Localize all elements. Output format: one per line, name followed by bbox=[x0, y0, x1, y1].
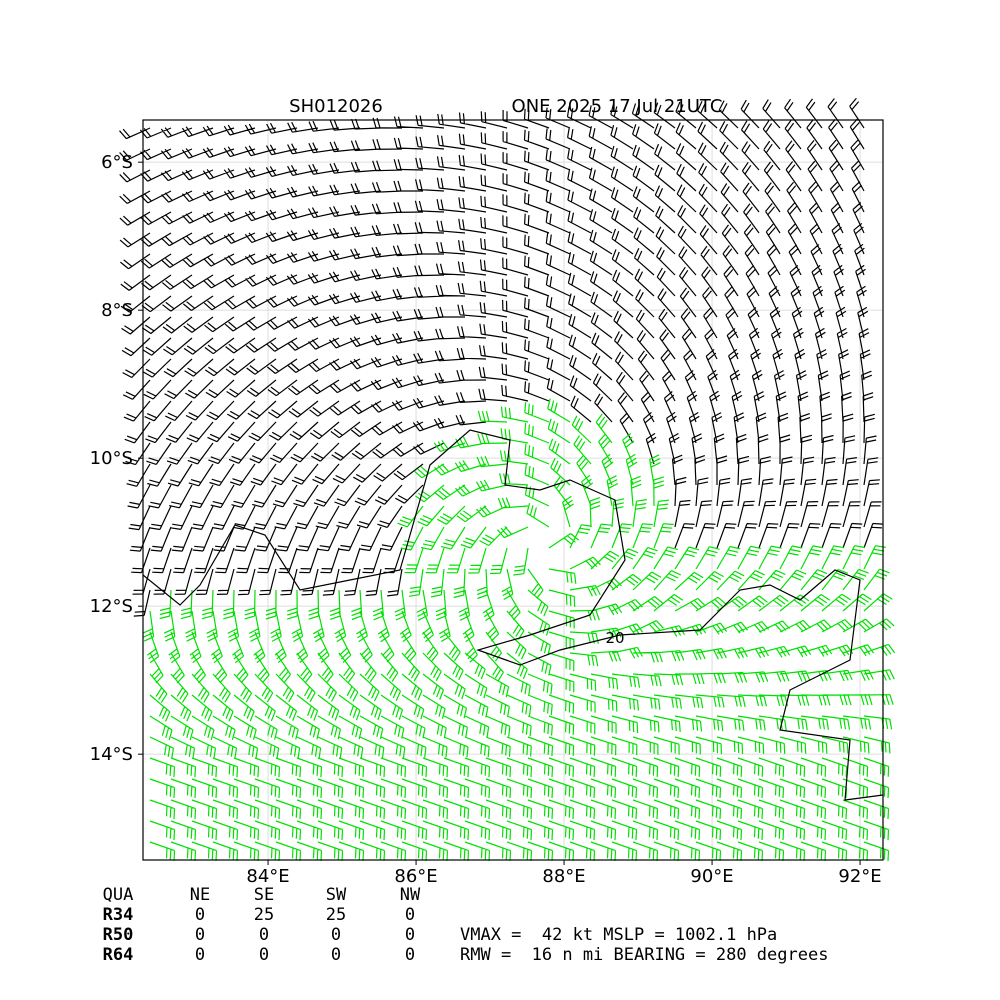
table-cell: 0 bbox=[195, 925, 205, 945]
title-right: ONE 2025 17 Jul 21UTC bbox=[512, 96, 723, 117]
table-cell: 0 bbox=[195, 945, 205, 965]
title-left: SH012026 bbox=[289, 96, 383, 117]
contour bbox=[142, 429, 884, 801]
stats-line: RMW = 16 n mi BEARING = 280 degrees bbox=[460, 945, 828, 965]
y-tick-label: 8°S bbox=[101, 300, 133, 321]
table-header: NE bbox=[190, 885, 210, 905]
table-cell: 25 bbox=[254, 905, 274, 925]
x-tick-label: 84°E bbox=[246, 866, 289, 887]
table-cell: 0 bbox=[259, 925, 269, 945]
x-tick-label: 92°E bbox=[838, 866, 881, 887]
table-cell: 0 bbox=[195, 905, 205, 925]
x-tick-label: 88°E bbox=[542, 866, 585, 887]
table-header: SE bbox=[254, 885, 274, 905]
table-cell: 0 bbox=[259, 945, 269, 965]
table-cell: 0 bbox=[405, 945, 415, 965]
table-cell: R34 bbox=[103, 905, 134, 925]
wind-barbs-34kt bbox=[142, 398, 896, 862]
table-cell: 0 bbox=[331, 925, 341, 945]
table-cell: R50 bbox=[103, 925, 134, 945]
wind-barbs bbox=[119, 97, 884, 617]
table-header: QUA bbox=[103, 885, 134, 905]
stats-line: VMAX = 42 kt MSLP = 1002.1 hPa bbox=[460, 925, 777, 945]
table-cell: 0 bbox=[405, 925, 415, 945]
map-frame bbox=[142, 119, 884, 861]
x-tick-label: 90°E bbox=[690, 866, 733, 887]
map-area: 84°E 86°E 88°E 90°E 92°E 6°S 8°S 10°S 12°S 14°S 20 bbox=[90, 97, 896, 887]
y-tick-label: 12°S bbox=[90, 596, 133, 617]
table-header: SW bbox=[326, 885, 347, 905]
y-tick-label: 14°S bbox=[90, 744, 133, 765]
table-cell: 0 bbox=[405, 905, 415, 925]
contour-label: 20 bbox=[605, 629, 624, 647]
table-cell: 25 bbox=[326, 905, 346, 925]
table-cell: R64 bbox=[103, 945, 134, 965]
x-tick-label: 86°E bbox=[394, 866, 437, 887]
table-header: NW bbox=[400, 885, 421, 905]
y-tick-label: 6°S bbox=[101, 152, 133, 173]
table-cell: 0 bbox=[331, 945, 341, 965]
y-tick-label: 10°S bbox=[90, 448, 133, 469]
